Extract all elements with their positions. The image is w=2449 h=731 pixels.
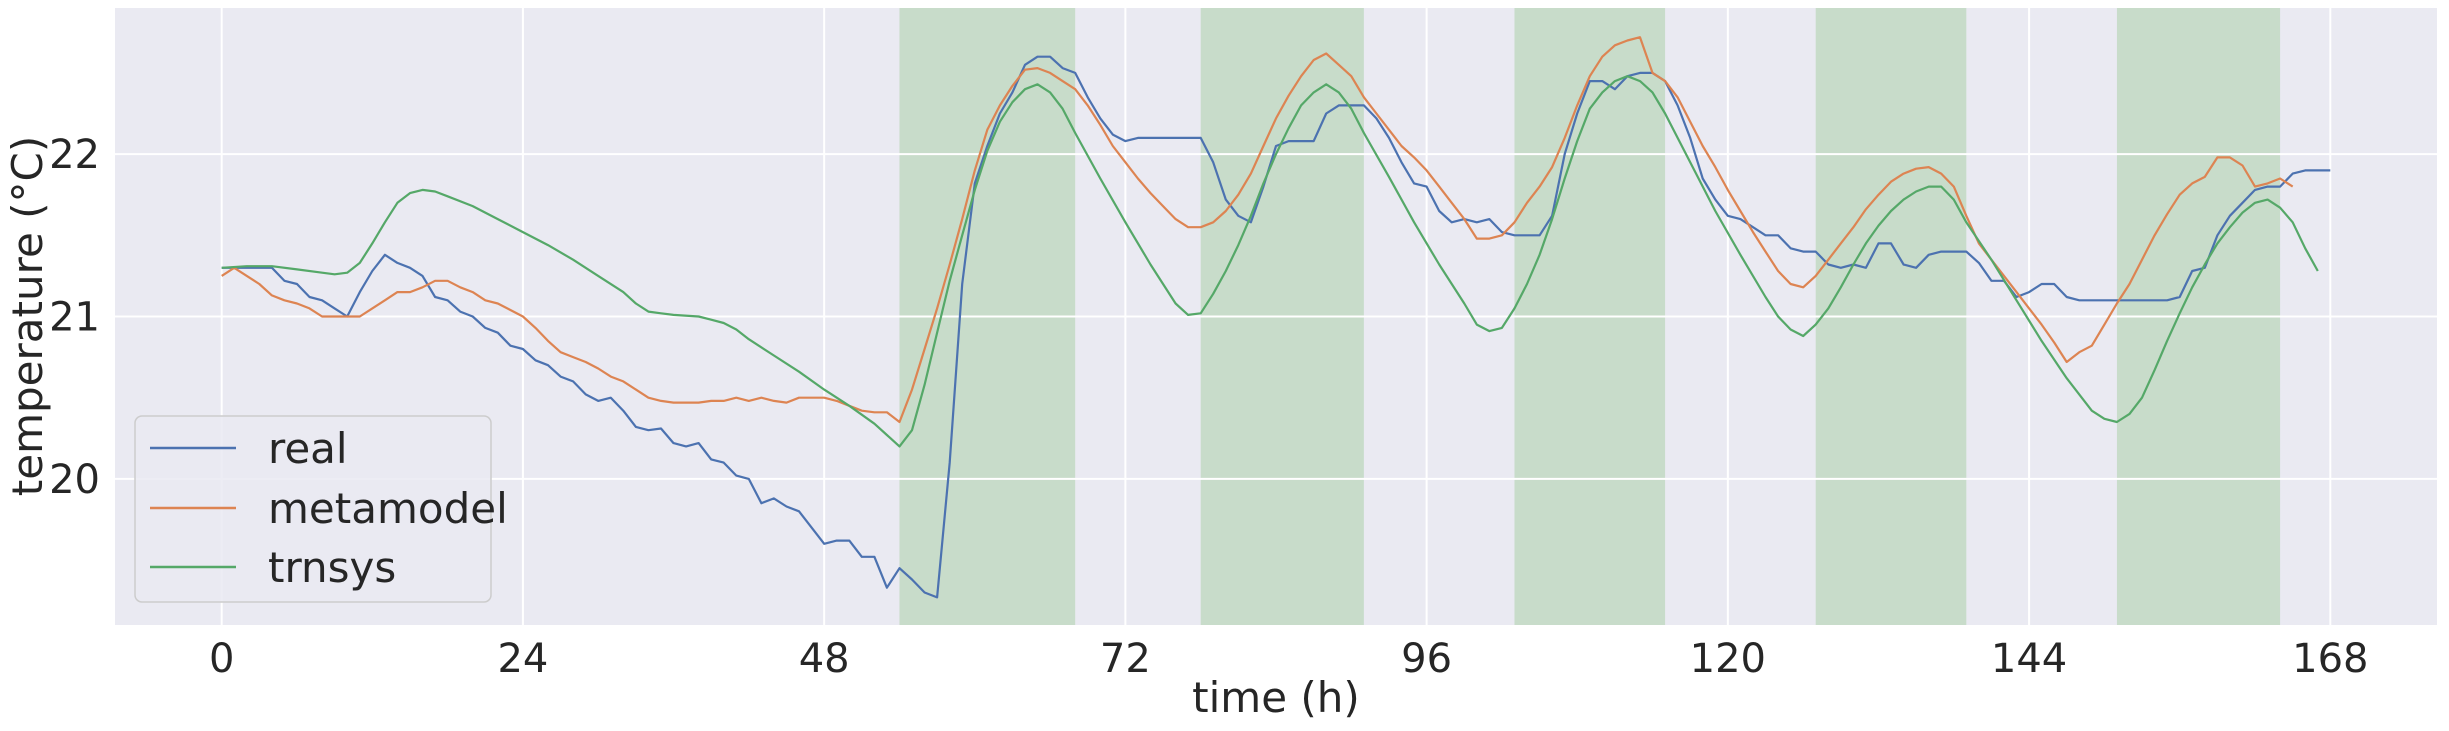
legend: real metamodel trnsys xyxy=(134,415,508,603)
y-tick-label: 22 xyxy=(49,132,100,178)
series-line-metamodel xyxy=(221,36,2294,424)
legend-label-metamodel: metamodel xyxy=(268,484,508,533)
legend-label-real: real xyxy=(268,424,348,473)
y-tick-label: 20 xyxy=(49,457,100,503)
x-axis-label: time (h) xyxy=(1192,673,1360,722)
x-tick-label: 72 xyxy=(1100,636,1151,682)
x-tick-label: 120 xyxy=(1690,636,1766,682)
x-tick-label: 168 xyxy=(2292,636,2368,682)
x-tick-label: 0 xyxy=(209,636,234,682)
series-line-trnsys xyxy=(221,75,2319,448)
y-axis-label: temperature (°C) xyxy=(3,136,52,496)
tick-labels: 0 24 48 72 96 120 144 168 20 21 22 xyxy=(49,132,2368,682)
legend-box xyxy=(134,415,492,603)
x-tick-label: 24 xyxy=(497,636,548,682)
x-tick-label: 144 xyxy=(1991,636,2067,682)
series-lines xyxy=(221,36,2331,599)
x-tick-label: 96 xyxy=(1401,636,1452,682)
legend-label-trnsys: trnsys xyxy=(268,543,396,592)
y-tick-label: 21 xyxy=(49,295,100,341)
x-tick-label: 48 xyxy=(799,636,850,682)
series-line-real xyxy=(221,55,2331,599)
